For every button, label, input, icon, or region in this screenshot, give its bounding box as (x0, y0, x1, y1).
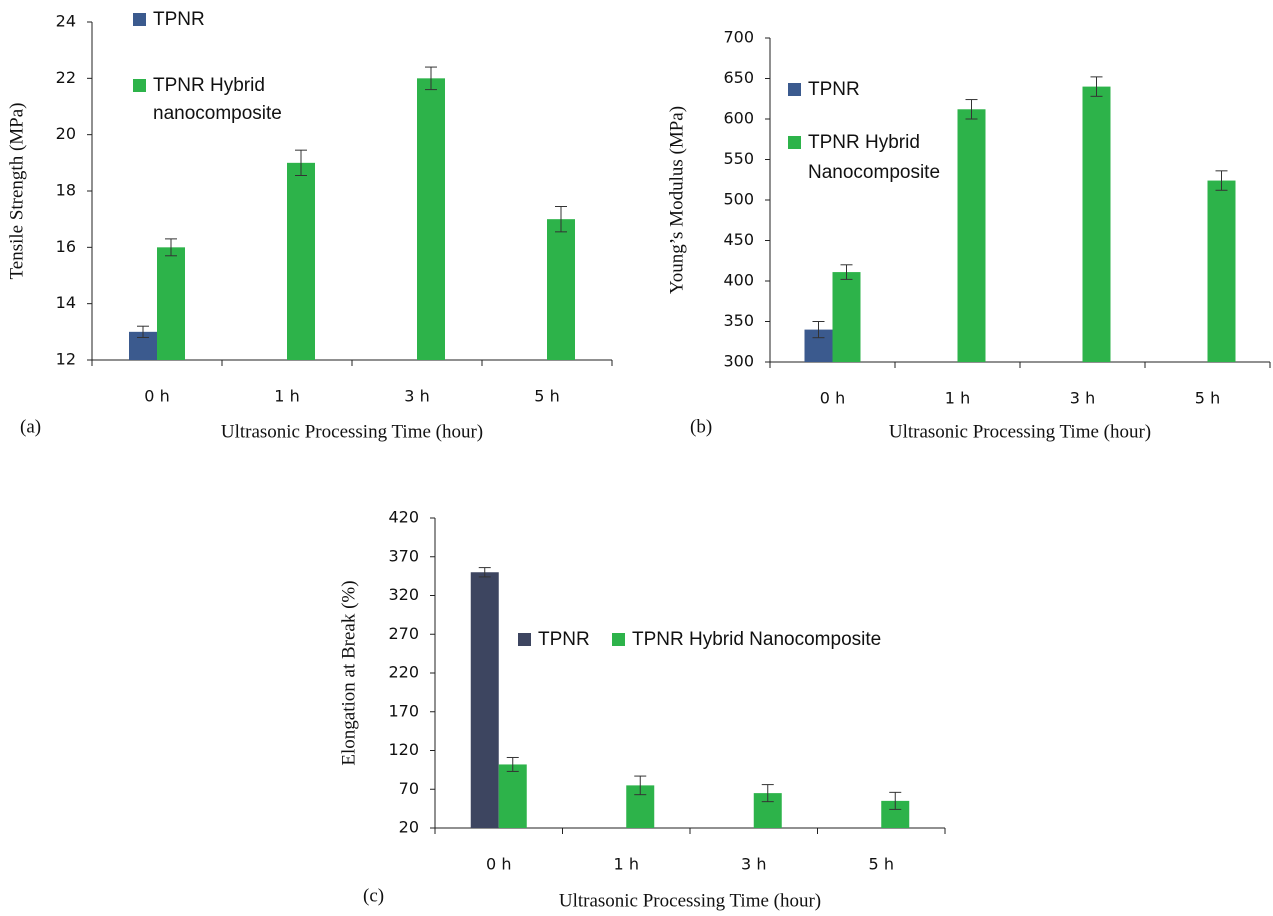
y-tick-label: 170 (388, 701, 419, 720)
legend-label: TPNR Hybrid Nanocomposite (808, 132, 940, 183)
y-tick-label: 300 (723, 352, 754, 371)
y-tick-label: 700 (723, 28, 754, 47)
y-tick-label: 18 (56, 181, 76, 200)
panel-label: (b) (690, 416, 712, 437)
legend-label: TPNR (153, 9, 205, 30)
panel-label: (a) (20, 416, 41, 437)
x-tick-label: 0 h (820, 389, 845, 408)
legend-label: TPNR Hybrid Nanocomposite (632, 629, 881, 650)
x-axis-label: Ultrasonic Processing Time (hour) (889, 421, 1151, 442)
error-bar (812, 321, 825, 339)
y-axis-label: Young’s Modulus (MPa) (666, 106, 687, 294)
error-bar (137, 325, 149, 338)
x-tick-label: 1 h (945, 389, 970, 408)
legend-label: TPNR (808, 79, 860, 100)
y-tick-label: 270 (388, 624, 419, 643)
y-tick-label: 70 (399, 779, 419, 798)
y-tick-label: 16 (56, 237, 76, 256)
y-tick-label: 22 (56, 68, 76, 87)
bar (832, 272, 861, 362)
bar (498, 764, 527, 828)
y-tick-label: 20 (399, 818, 419, 837)
x-axis-label: Ultrasonic Processing Time (hour) (221, 421, 483, 442)
legend-label: TPNR Hybrid nanocomposite (153, 75, 282, 124)
x-tick-label: 5 h (869, 855, 894, 874)
bar (547, 219, 575, 360)
x-tick-label: 5 h (1195, 389, 1220, 408)
bar (1082, 86, 1111, 362)
y-tick-label: 220 (388, 663, 419, 682)
y-tick-label: 370 (388, 546, 419, 565)
y-tick-label: 500 (723, 190, 754, 209)
panel-label: (c) (363, 885, 384, 906)
bar (287, 162, 315, 360)
y-tick-label: 12 (56, 350, 76, 369)
y-tick-label: 650 (723, 68, 754, 87)
legend-swatch (612, 633, 625, 646)
error-bar (425, 66, 437, 91)
error-bar (761, 784, 774, 803)
error-bar (165, 238, 177, 257)
legend-swatch (133, 13, 146, 26)
x-tick-label: 1 h (614, 855, 639, 874)
y-tick-label: 420 (388, 508, 419, 527)
error-bar (634, 775, 647, 796)
error-bar (478, 567, 491, 578)
x-tick-label: 0 h (486, 855, 511, 874)
legend-swatch (518, 633, 531, 646)
legend-label: TPNR (538, 629, 590, 650)
y-tick-label: 450 (723, 230, 754, 249)
error-bar (840, 264, 853, 280)
error-bar (1090, 76, 1103, 97)
y-tick-label: 14 (56, 293, 76, 312)
y-axis-label: Elongation at Break (%) (338, 580, 359, 765)
error-bar (555, 205, 567, 233)
x-axis-label: Ultrasonic Processing Time (hour) (559, 890, 821, 911)
bar (470, 572, 499, 828)
y-tick-label: 400 (723, 271, 754, 290)
x-tick-label: 1 h (274, 387, 299, 406)
bar (417, 78, 445, 360)
x-tick-label: 3 h (1070, 389, 1095, 408)
error-bar (1215, 170, 1228, 191)
bar (957, 109, 986, 362)
x-tick-label: 5 h (534, 387, 559, 406)
x-tick-label: 0 h (144, 387, 169, 406)
bar (1207, 180, 1236, 362)
x-tick-label: 3 h (404, 387, 429, 406)
legend-swatch (133, 79, 146, 92)
y-tick-label: 24 (56, 12, 76, 31)
x-tick-label: 3 h (741, 855, 766, 874)
y-tick-label: 120 (388, 740, 419, 759)
bar (157, 247, 185, 360)
error-bar (295, 149, 307, 177)
y-tick-label: 320 (388, 585, 419, 604)
y-tick-label: 550 (723, 149, 754, 168)
error-bar (965, 99, 978, 120)
legend-swatch (788, 136, 801, 149)
y-tick-label: 600 (723, 109, 754, 128)
error-bar (889, 791, 902, 810)
y-tick-label: 20 (56, 124, 76, 143)
y-tick-label: 350 (723, 311, 754, 330)
error-bar (506, 756, 519, 772)
legend-swatch (788, 83, 801, 96)
y-axis-label: Tensile Strength (MPa) (6, 102, 27, 279)
